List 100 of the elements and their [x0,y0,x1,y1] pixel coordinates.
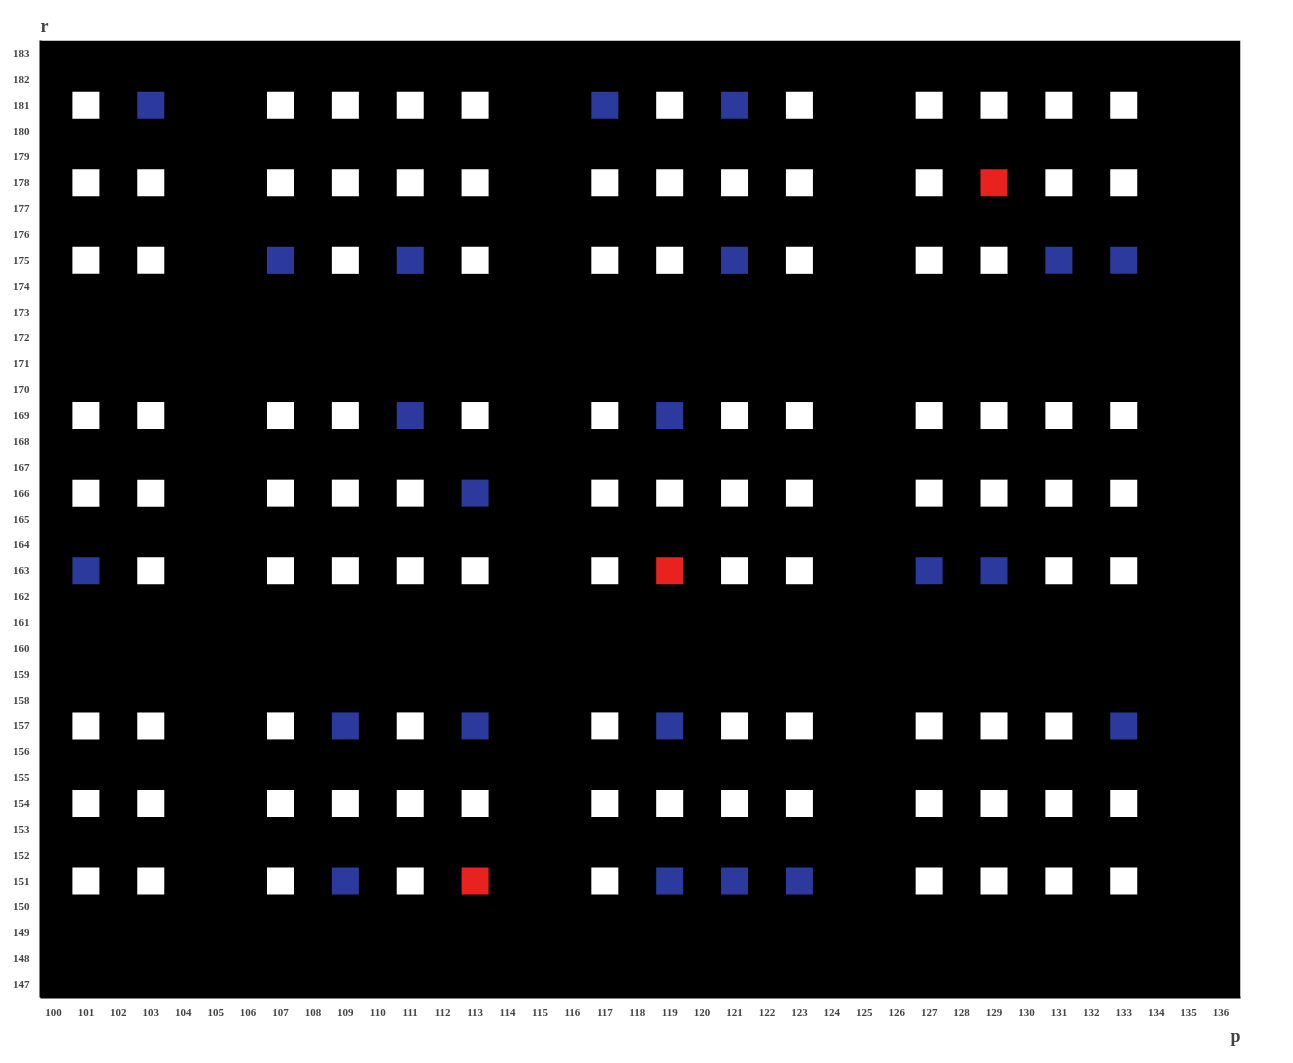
x-tick-label: 121 [726,1005,743,1018]
point [72,557,100,585]
point [785,867,813,895]
x-tick-label: 120 [693,1005,711,1018]
x-tick-label: 110 [369,1005,387,1018]
y-tick-label: 156 [13,745,30,758]
point [396,246,424,274]
x-tick-label: 112 [434,1005,452,1018]
x-tick-label: 104 [174,1005,192,1018]
y-tick-label: 171 [13,357,30,370]
y-axis-title: r [40,15,49,36]
x-tick-label: 107 [272,1005,290,1018]
y-tick-label: 183 [13,46,30,59]
point [331,712,359,740]
y-tick-label: 151 [13,874,30,887]
x-tick-label: 131 [1050,1005,1068,1018]
x-tick-label: 134 [1147,1005,1165,1018]
y-tick-label: 170 [13,383,30,396]
y-tick-label: 150 [13,900,30,913]
x-tick-label: 108 [304,1005,322,1018]
point [1110,246,1138,274]
y-tick-label: 174 [13,279,30,292]
x-tick-label: 114 [499,1005,516,1018]
point [591,91,619,119]
x-tick-label: 124 [823,1005,841,1018]
x-tick-label: 113 [467,1005,484,1018]
y-tick-label: 178 [13,176,30,189]
y-tick-label: 176 [13,227,30,240]
y-tick-label: 152 [13,848,30,861]
x-tick-label: 128 [953,1005,971,1018]
point [915,557,943,585]
x-tick-label: 103 [142,1005,160,1018]
point [721,91,749,119]
y-tick-label: 164 [13,538,30,551]
x-tick-label: 116 [564,1005,581,1018]
y-tick-label: 160 [13,641,30,654]
x-axis-title: p [1230,1025,1241,1046]
point [656,712,684,740]
x-tick-label: 127 [920,1005,938,1018]
x-tick-label: 132 [1083,1005,1101,1018]
x-tick-label: 102 [110,1005,128,1018]
point [980,169,1008,197]
y-tick-label: 166 [13,486,30,499]
point [396,402,424,430]
x-tick-label: 123 [791,1005,809,1018]
x-tick-label: 111 [402,1005,418,1018]
y-tick-label: 173 [13,305,30,318]
y-tick-label: 165 [13,512,30,525]
point [1045,246,1073,274]
point [137,91,165,119]
x-tick-label: 117 [596,1005,614,1018]
y-tick-label: 177 [13,202,30,215]
x-tick-label: 122 [758,1005,776,1018]
point [461,479,489,507]
x-tick-label: 125 [856,1005,874,1018]
x-tick-label: 129 [985,1005,1003,1018]
y-tick-label: 157 [13,719,30,732]
y-tick-label: 179 [13,150,30,163]
y-tick-label: 147 [13,978,30,991]
x-tick-label: 130 [1018,1005,1036,1018]
point [331,867,359,895]
y-tick-label: 158 [13,693,30,706]
x-tick-label: 106 [239,1005,257,1018]
y-tick-label: 159 [13,667,30,680]
y-tick-label: 182 [13,72,30,85]
y-tick-label: 154 [13,797,30,810]
y-tick-label: 169 [13,409,30,422]
x-tick-label: 101 [77,1005,95,1018]
x-tick-label: 119 [661,1005,679,1018]
y-tick-label: 149 [13,926,30,939]
x-tick-label: 136 [1212,1005,1230,1018]
x-tick-label: 105 [207,1005,225,1018]
point [980,557,1008,585]
y-tick-label: 172 [13,331,30,344]
point [721,867,749,895]
point [267,246,294,274]
y-tick-label: 168 [13,434,30,447]
x-tick-label: 135 [1180,1005,1198,1018]
y-tick-label: 162 [13,590,30,603]
y-tick-label: 161 [13,615,30,628]
y-tick-label: 181 [13,98,30,111]
point [656,867,684,895]
point [721,246,749,274]
y-tick-label: 155 [13,771,30,784]
point [656,557,684,585]
point [461,712,489,740]
y-tick-label: 167 [13,460,30,473]
x-tick-label: 133 [1115,1005,1133,1018]
y-tick-label: 175 [13,253,30,266]
x-tick-label: 100 [45,1005,63,1018]
x-tick-label: 126 [888,1005,906,1018]
y-tick-label: 148 [13,952,30,965]
y-tick-label: 153 [13,822,30,835]
point [1110,712,1138,740]
x-tick-label: 109 [337,1005,355,1018]
x-tick-label: 115 [532,1005,549,1018]
x-tick-label: 118 [629,1005,646,1018]
point [461,867,489,895]
point [656,402,684,430]
y-tick-label: 163 [13,564,30,577]
